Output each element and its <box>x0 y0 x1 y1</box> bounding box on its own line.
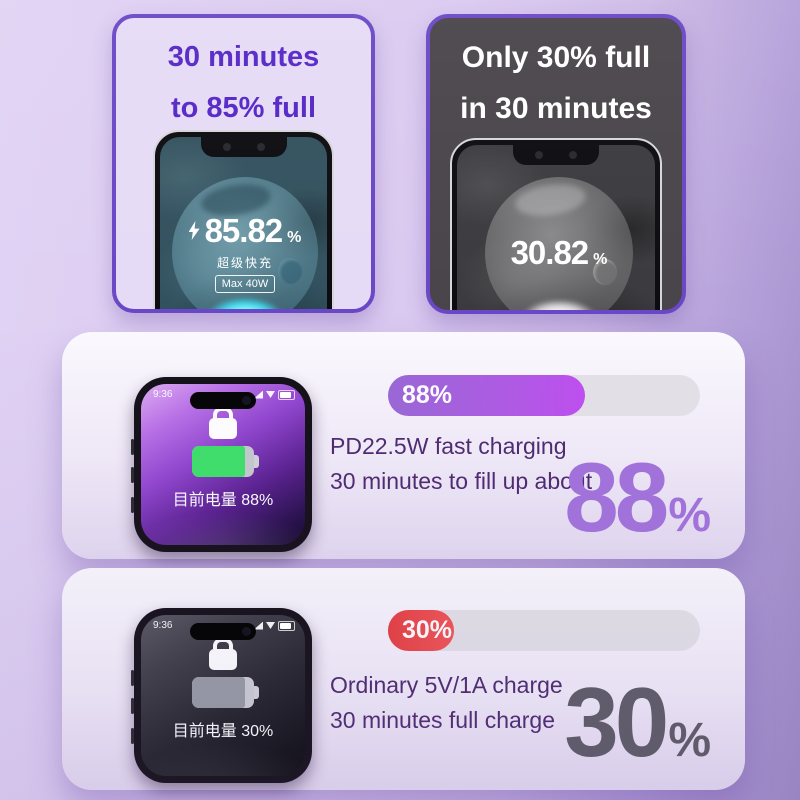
progress-fill: 30% <box>388 610 454 651</box>
slow-charge-panel: Only 30% full in 30 minutes 30.82 % <box>426 14 686 314</box>
fast-percent-value: 85.82 <box>204 211 284 249</box>
lock-icon <box>209 649 237 670</box>
progress-label: 30% <box>402 616 453 644</box>
slow-percent-value: 30.82 <box>510 234 590 271</box>
progress-label: 88% <box>402 381 453 409</box>
slow-title-line1: Only 30% full <box>461 41 651 74</box>
slow-percent-sign: % <box>593 251 608 268</box>
slow-demo-phone: 30.82 % <box>450 138 662 310</box>
lock-icon <box>209 418 237 439</box>
battery-level-label: 目前电量 88% <box>172 492 274 509</box>
fast-title-line2: to 85% full <box>170 92 316 124</box>
slow-charge-card: 9:36 目前电量 30% 30% Ordinary 5V/1 <box>62 568 745 790</box>
charge-glow <box>207 297 283 309</box>
fast-card-line1: PD22.5W fast charging <box>330 433 567 459</box>
battery-icon <box>192 446 254 477</box>
battery-level-label: 目前电量 30% <box>172 723 274 740</box>
clock-text: 9:36 <box>153 620 173 631</box>
slow-panel-title: Only 30% full in 30 minutes <box>430 18 682 134</box>
signal-icon <box>254 390 263 399</box>
fast-panel-title: 30 minutes to 85% full <box>116 18 371 134</box>
progress-bar: 88% <box>388 375 700 416</box>
phone-side-buttons <box>131 439 134 455</box>
phone-side-buttons <box>131 670 134 686</box>
fast-card-screen: 9:36 目前电量 88% <box>141 384 305 545</box>
slow-demo-screen: 30.82 % <box>457 145 655 310</box>
battery-status-icon <box>278 620 295 631</box>
status-bar: 9:36 <box>153 620 295 631</box>
slow-big-percent: 30 % <box>564 667 711 777</box>
moon-graphic: 85.82 % 超级快充 Max 40W <box>172 177 318 309</box>
slow-card-line1: Ordinary 5V/1A charge <box>330 672 563 698</box>
dynamic-island <box>190 623 256 640</box>
slow-card-screen: 9:36 目前电量 30% <box>141 615 305 776</box>
wifi-icon <box>266 391 275 398</box>
max-power-badge: Max 40W <box>214 274 276 293</box>
slow-card-copy: Ordinary 5V/1A charge 30 minutes full ch… <box>330 668 563 738</box>
battery-icon <box>192 677 254 708</box>
fast-demo-screen: 85.82 % 超级快充 Max 40W <box>160 137 327 309</box>
clock-text: 9:36 <box>153 389 173 400</box>
battery-status-icon <box>278 389 295 400</box>
slow-card-phone: 9:36 目前电量 30% <box>131 608 312 783</box>
fast-charge-panel: 30 minutes to 85% full 85.82 % 超级快充 Max … <box>112 14 375 313</box>
battery-nub <box>254 455 259 468</box>
slow-percent-readout: 30.82 % <box>511 234 608 272</box>
battery-nub <box>254 686 259 699</box>
notch <box>513 145 599 165</box>
fast-card-line2: 30 minutes to fill up about <box>330 468 593 494</box>
progress-bar: 30% <box>388 610 700 651</box>
lightning-icon <box>188 221 200 240</box>
fast-charge-card: 9:36 目前电量 88% 88% PD22.5W fast <box>62 332 745 559</box>
fast-percent-readout: 85.82 % <box>188 211 302 250</box>
fast-big-percent: 88 % <box>564 442 711 552</box>
slow-title-line2: in 30 minutes <box>460 92 652 125</box>
fast-card-copy: PD22.5W fast charging 30 minutes to fill… <box>330 429 592 499</box>
charge-glow <box>521 299 597 310</box>
fast-demo-phone: 85.82 % 超级快充 Max 40W <box>153 130 334 309</box>
fast-card-phone: 9:36 目前电量 88% <box>131 377 312 552</box>
fast-mode-label: 超级快充 <box>216 255 273 270</box>
signal-icon <box>254 621 263 630</box>
fast-title-line1: 30 minutes <box>167 41 320 73</box>
progress-fill: 88% <box>388 375 585 416</box>
fast-percent-sign: % <box>287 228 302 246</box>
status-bar: 9:36 <box>153 389 295 400</box>
dynamic-island <box>190 392 256 409</box>
slow-card-line2: 30 minutes full charge <box>330 707 556 733</box>
wifi-icon <box>266 622 275 629</box>
moon-graphic: 30.82 % <box>485 177 633 310</box>
notch <box>200 137 287 157</box>
